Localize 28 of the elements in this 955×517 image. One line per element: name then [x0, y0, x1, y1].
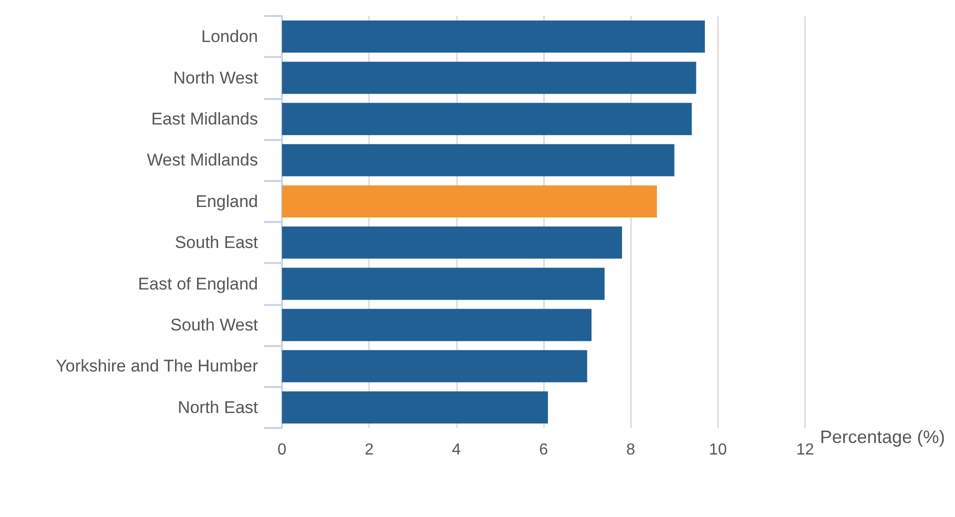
- y-tick-label: South West: [170, 316, 258, 334]
- bar: [282, 20, 705, 53]
- y-tick-label: North West: [173, 68, 258, 88]
- y-tick-label: South East: [174, 233, 258, 252]
- bar: [282, 308, 592, 342]
- x-tick-label: 4: [452, 442, 461, 458]
- bar: [282, 144, 674, 176]
- y-tick-label: West Midlands: [146, 150, 258, 170]
- x-tick-label: 2: [364, 442, 374, 458]
- bar: [282, 391, 548, 424]
- y-tick-label: East of England: [138, 274, 258, 294]
- x-tick-label: 8: [626, 442, 636, 458]
- x-tick-label: 0: [278, 442, 287, 458]
- bar: [282, 185, 657, 218]
- x-tick-label: 6: [539, 442, 548, 458]
- y-tick-label: Yorkshire and The Humber: [56, 356, 258, 376]
- bar: [282, 62, 696, 94]
- bar: [282, 102, 692, 136]
- y-tick-label: North East: [178, 398, 258, 417]
- x-tick-label: 12: [796, 442, 814, 458]
- y-tick-label: East Midlands: [151, 110, 258, 128]
- x-axis-title: Percentage (%): [820, 427, 945, 447]
- y-tick-label: England: [196, 192, 258, 211]
- bar: [282, 350, 588, 382]
- y-tick-label: London: [201, 27, 258, 46]
- bar: [282, 268, 605, 300]
- bar: [282, 226, 622, 259]
- x-tick-label: 10: [709, 442, 727, 458]
